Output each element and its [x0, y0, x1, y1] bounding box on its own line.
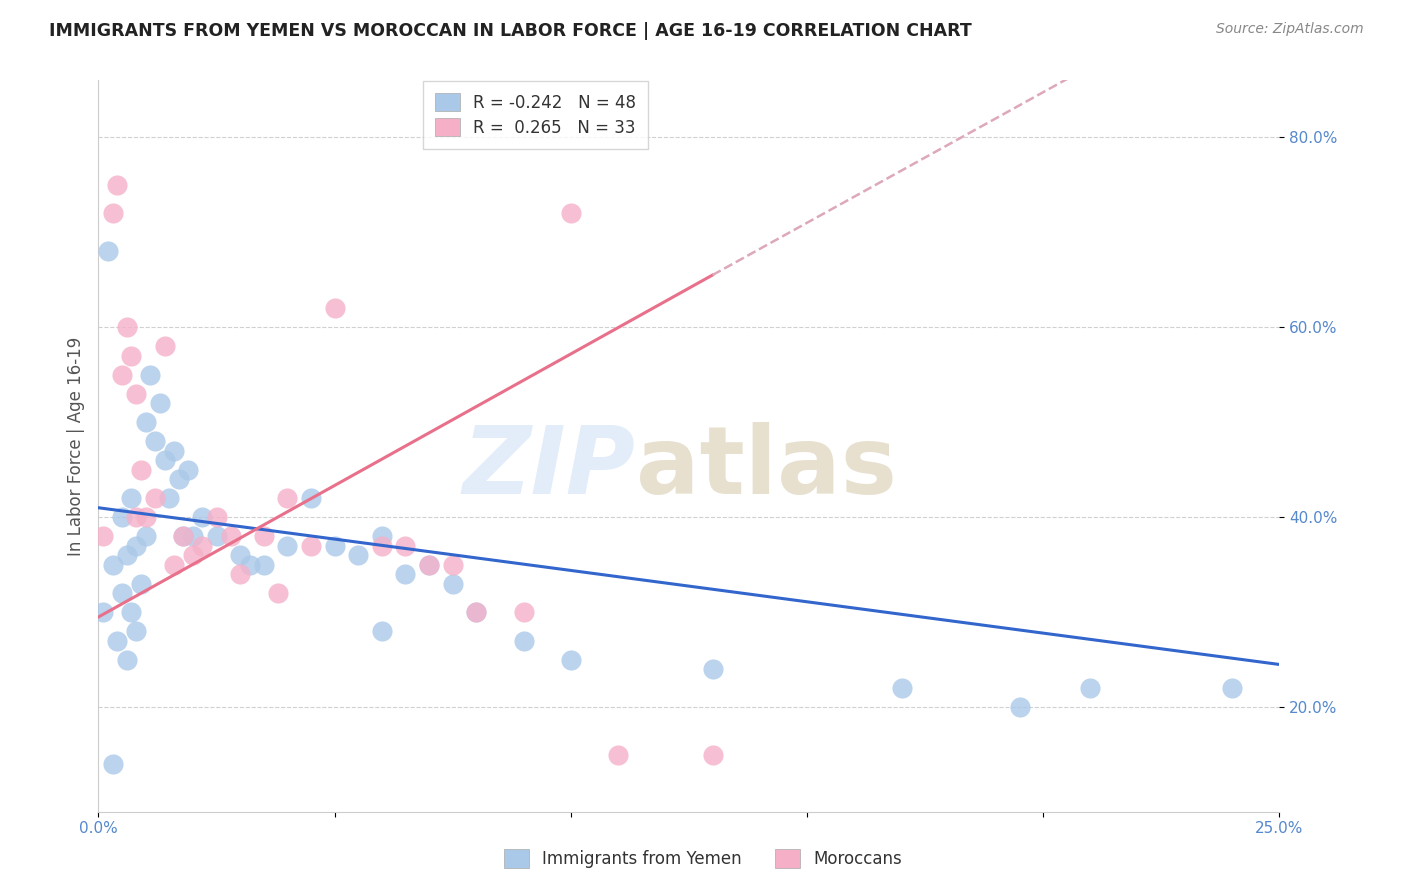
- Point: [143, 434, 166, 449]
- Point: [105, 178, 128, 192]
- Point: [323, 301, 346, 316]
- Point: [512, 633, 534, 648]
- Point: [239, 558, 262, 572]
- Point: [129, 576, 152, 591]
- Point: [441, 576, 464, 591]
- Point: [253, 529, 276, 543]
- Point: [121, 491, 143, 506]
- Point: [323, 539, 346, 553]
- Point: [163, 443, 186, 458]
- Point: [153, 339, 176, 353]
- Point: [702, 747, 724, 762]
- Point: [607, 747, 630, 762]
- Point: [139, 368, 162, 382]
- Point: [125, 386, 148, 401]
- Point: [121, 605, 143, 619]
- Point: [105, 633, 128, 648]
- Point: [1220, 681, 1243, 696]
- Point: [229, 567, 252, 582]
- Point: [394, 539, 416, 553]
- Point: [219, 529, 242, 543]
- Point: [465, 605, 488, 619]
- Point: [181, 529, 204, 543]
- Point: [167, 472, 190, 486]
- Point: [890, 681, 912, 696]
- Point: [115, 320, 138, 334]
- Point: [135, 415, 157, 429]
- Point: [125, 539, 148, 553]
- Point: [177, 463, 200, 477]
- Point: [205, 510, 228, 524]
- Point: [101, 757, 124, 772]
- Point: [111, 510, 134, 524]
- Point: [205, 529, 228, 543]
- Point: [111, 368, 134, 382]
- Point: [441, 558, 464, 572]
- Point: [135, 529, 157, 543]
- Point: [371, 529, 394, 543]
- Point: [143, 491, 166, 506]
- Text: atlas: atlas: [636, 422, 897, 514]
- Text: IMMIGRANTS FROM YEMEN VS MOROCCAN IN LABOR FORCE | AGE 16-19 CORRELATION CHART: IMMIGRANTS FROM YEMEN VS MOROCCAN IN LAB…: [49, 22, 972, 40]
- Point: [181, 548, 204, 562]
- Point: [560, 653, 582, 667]
- Point: [276, 539, 298, 553]
- Point: [125, 510, 148, 524]
- Point: [115, 548, 138, 562]
- Point: [172, 529, 194, 543]
- Point: [129, 463, 152, 477]
- Point: [1008, 700, 1031, 714]
- Point: [512, 605, 534, 619]
- Point: [101, 558, 124, 572]
- Point: [149, 396, 172, 410]
- Point: [115, 653, 138, 667]
- Text: Source: ZipAtlas.com: Source: ZipAtlas.com: [1216, 22, 1364, 37]
- Point: [191, 539, 214, 553]
- Point: [702, 662, 724, 676]
- Point: [418, 558, 440, 572]
- Point: [1080, 681, 1102, 696]
- Point: [172, 529, 194, 543]
- Point: [276, 491, 298, 506]
- Point: [253, 558, 276, 572]
- Point: [299, 539, 322, 553]
- Point: [111, 586, 134, 600]
- Point: [371, 539, 394, 553]
- Point: [91, 529, 114, 543]
- Point: [153, 453, 176, 467]
- Point: [135, 510, 157, 524]
- Point: [418, 558, 440, 572]
- Y-axis label: In Labor Force | Age 16-19: In Labor Force | Age 16-19: [66, 336, 84, 556]
- Point: [101, 206, 124, 220]
- Point: [157, 491, 180, 506]
- Point: [371, 624, 394, 639]
- Point: [97, 244, 120, 259]
- Point: [299, 491, 322, 506]
- Point: [191, 510, 214, 524]
- Text: ZIP: ZIP: [463, 422, 636, 514]
- Point: [121, 349, 143, 363]
- Point: [91, 605, 114, 619]
- Point: [560, 206, 582, 220]
- Legend: R = -0.242   N = 48, R =  0.265   N = 33: R = -0.242 N = 48, R = 0.265 N = 33: [423, 81, 648, 149]
- Point: [394, 567, 416, 582]
- Point: [125, 624, 148, 639]
- Point: [267, 586, 290, 600]
- Point: [163, 558, 186, 572]
- Point: [465, 605, 488, 619]
- Point: [229, 548, 252, 562]
- Legend: Immigrants from Yemen, Moroccans: Immigrants from Yemen, Moroccans: [498, 843, 908, 875]
- Point: [347, 548, 370, 562]
